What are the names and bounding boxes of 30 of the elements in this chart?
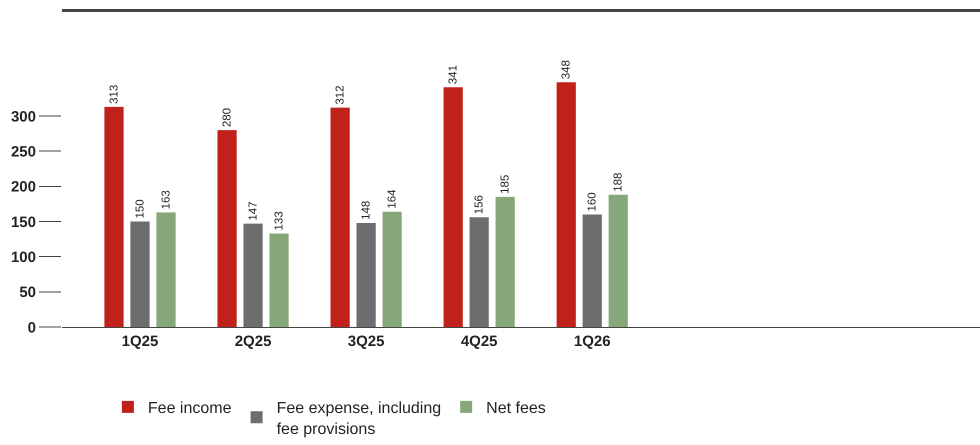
data-label: 147 xyxy=(248,201,260,221)
y-tick-label: 50 xyxy=(19,284,36,302)
x-tick-label: 1Q26 xyxy=(574,333,611,350)
legend-label: Fee expense, including fee provisions xyxy=(276,400,442,438)
y-tick-label: 0 xyxy=(28,319,36,336)
data-label: 188 xyxy=(612,172,625,192)
data-label: 280 xyxy=(222,108,234,128)
data-label: 160 xyxy=(586,192,599,212)
data-label: 312 xyxy=(334,85,347,105)
y-tick-label: 300 xyxy=(10,108,36,126)
legend-label: Fee income xyxy=(148,400,232,418)
y-tick-label: 250 xyxy=(10,143,36,160)
data-label: 341 xyxy=(448,65,460,84)
data-label: 133 xyxy=(274,211,286,230)
data-label: 156 xyxy=(474,195,486,214)
data-label: 185 xyxy=(500,174,512,194)
y-tick-label: 100 xyxy=(10,248,36,266)
x-tick-label: 2Q25 xyxy=(234,333,272,350)
data-label: 163 xyxy=(160,190,172,210)
x-tick-label: 4Q25 xyxy=(460,333,498,350)
x-tick-label: 1Q25 xyxy=(122,333,158,350)
legend-label: Net fees xyxy=(486,400,546,418)
y-tick-label: 200 xyxy=(10,178,36,196)
data-label: 348 xyxy=(560,60,573,80)
y-tick-label: 150 xyxy=(10,214,36,231)
x-tick-label: 3Q25 xyxy=(348,333,384,350)
data-label: 164 xyxy=(386,188,399,209)
data-label: 150 xyxy=(134,199,146,219)
data-label: 148 xyxy=(360,200,373,220)
data-label: 313 xyxy=(108,84,120,104)
